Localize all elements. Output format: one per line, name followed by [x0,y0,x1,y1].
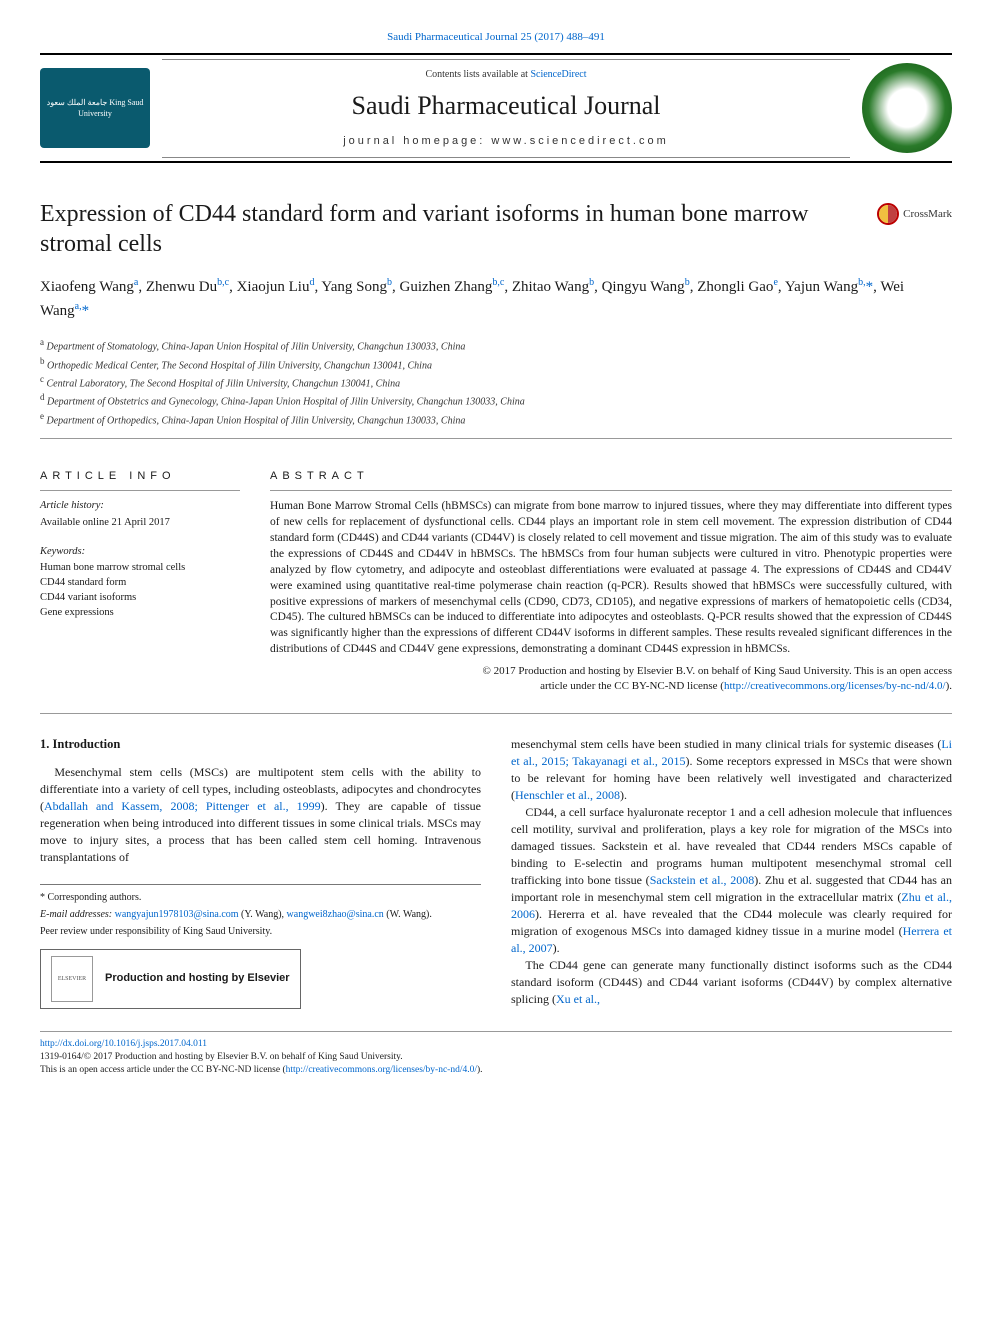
article-info-label: ARTICLE INFO [40,469,240,491]
journal-citation-link[interactable]: Saudi Pharmaceutical Journal 25 (2017) 4… [40,30,952,45]
homepage-prefix: journal homepage: [343,135,491,147]
citation-link[interactable]: Sackstein et al., 2008 [650,873,755,887]
section-heading-introduction: 1. Introduction [40,736,481,754]
homepage-url[interactable]: www.sciencedirect.com [491,135,668,147]
article-body: 1. Introduction Mesenchymal stem cells (… [40,736,952,1009]
article-info-sidebar: ARTICLE INFO Article history: Available … [40,469,240,695]
abstract-text: Human Bone Marrow Stromal Cells (hBMSCs)… [270,499,952,658]
email-addresses-line: E-mail addresses: wangyajun1978103@sina.… [40,908,481,922]
copyright-line2-prefix: article under the CC BY-NC-ND license ( [540,680,724,692]
crossmark-badge[interactable]: CrossMark [877,203,952,225]
elsevier-logo: ELSEVIER [51,956,93,1002]
journal-homepage-line: journal homepage: www.sciencedirect.com [162,134,850,149]
sciencedirect-link[interactable]: ScienceDirect [530,69,586,80]
affiliation-line: c Central Laboratory, The Second Hospita… [40,373,952,391]
abstract-column: ABSTRACT Human Bone Marrow Stromal Cells… [270,469,952,695]
body-paragraph: Mesenchymal stem cells (MSCs) are multip… [40,764,481,866]
footer-copyright: 1319-0164/© 2017 Production and hosting … [40,1052,403,1062]
abstract-copyright: © 2017 Production and hosting by Elsevie… [270,664,952,695]
author-list: Xiaofeng Wanga, Zhenwu Dub,c, Xiaojun Li… [40,275,952,322]
journal-cover-logo [862,63,952,153]
affiliation-line: b Orthopedic Medical Center, The Second … [40,355,952,373]
page-footer: http://dx.doi.org/10.1016/j.jsps.2017.04… [40,1031,952,1078]
header-center: Contents lists available at ScienceDirec… [162,59,850,159]
footer-license-prefix: This is an open access article under the… [40,1065,286,1075]
author-email-link[interactable]: wangwei8zhao@sina.cn [287,909,384,920]
peer-review-note: Peer review under responsibility of King… [40,925,481,939]
journal-name: Saudi Pharmaceutical Journal [162,88,850,124]
author-email-link[interactable]: wangyajun1978103@sina.com [115,909,239,920]
article-title-text: Expression of CD44 standard form and var… [40,201,809,257]
body-paragraph: The CD44 gene can generate many function… [511,957,952,1008]
affiliation-line: a Department of Stomatology, China-Japan… [40,336,952,354]
keyword: CD44 variant isoforms [40,591,240,606]
abstract-label: ABSTRACT [270,469,952,491]
journal-header: جامعة الملك سعود King Saud University Co… [40,53,952,163]
footer-license-link[interactable]: http://creativecommons.org/licenses/by-n… [286,1065,477,1075]
doi-link[interactable]: http://dx.doi.org/10.1016/j.jsps.2017.04… [40,1039,207,1049]
cc-license-link[interactable]: http://creativecommons.org/licenses/by-n… [724,680,946,692]
citation-link[interactable]: Abdallah and Kassem, 2008; Pittenger et … [44,799,321,813]
affiliations-list: a Department of Stomatology, China-Japan… [40,336,952,439]
elsevier-hosting-text: Production and hosting by Elsevier [105,971,290,986]
affiliation-line: d Department of Obstetrics and Gynecolog… [40,391,952,409]
keyword: Human bone marrow stromal cells [40,561,240,576]
copyright-line2-suffix: ). [946,680,952,692]
crossmark-icon [877,203,899,225]
citation-link[interactable]: Henschler et al., 2008 [515,788,620,802]
keyword: Gene expressions [40,606,240,621]
contents-available-line: Contents lists available at ScienceDirec… [162,68,850,82]
contents-prefix: Contents lists available at [425,69,530,80]
body-paragraph: mesenchymal stem cells have been studied… [511,736,952,804]
citation-link[interactable]: Xu et al., [556,992,600,1006]
article-history-value: Available online 21 April 2017 [40,516,240,531]
affiliation-line: e Department of Orthopedics, China-Japan… [40,410,952,428]
keyword: CD44 standard form [40,576,240,591]
body-paragraph: CD44, a cell surface hyaluronate recepto… [511,804,952,957]
article-title: Expression of CD44 standard form and var… [40,199,952,259]
footer-license-suffix: ). [477,1065,483,1075]
corresponding-authors-note: * Corresponding authors. [40,891,481,905]
keywords-label: Keywords: [40,545,240,560]
copyright-line1: © 2017 Production and hosting by Elsevie… [483,665,952,677]
footnote-block: * Corresponding authors. E-mail addresse… [40,884,481,1009]
elsevier-hosting-box: ELSEVIER Production and hosting by Elsev… [40,949,301,1009]
crossmark-label: CrossMark [903,208,952,222]
ksu-logo: جامعة الملك سعود King Saud University [40,68,150,148]
section-divider [40,713,952,714]
article-history-label: Article history: [40,499,240,514]
